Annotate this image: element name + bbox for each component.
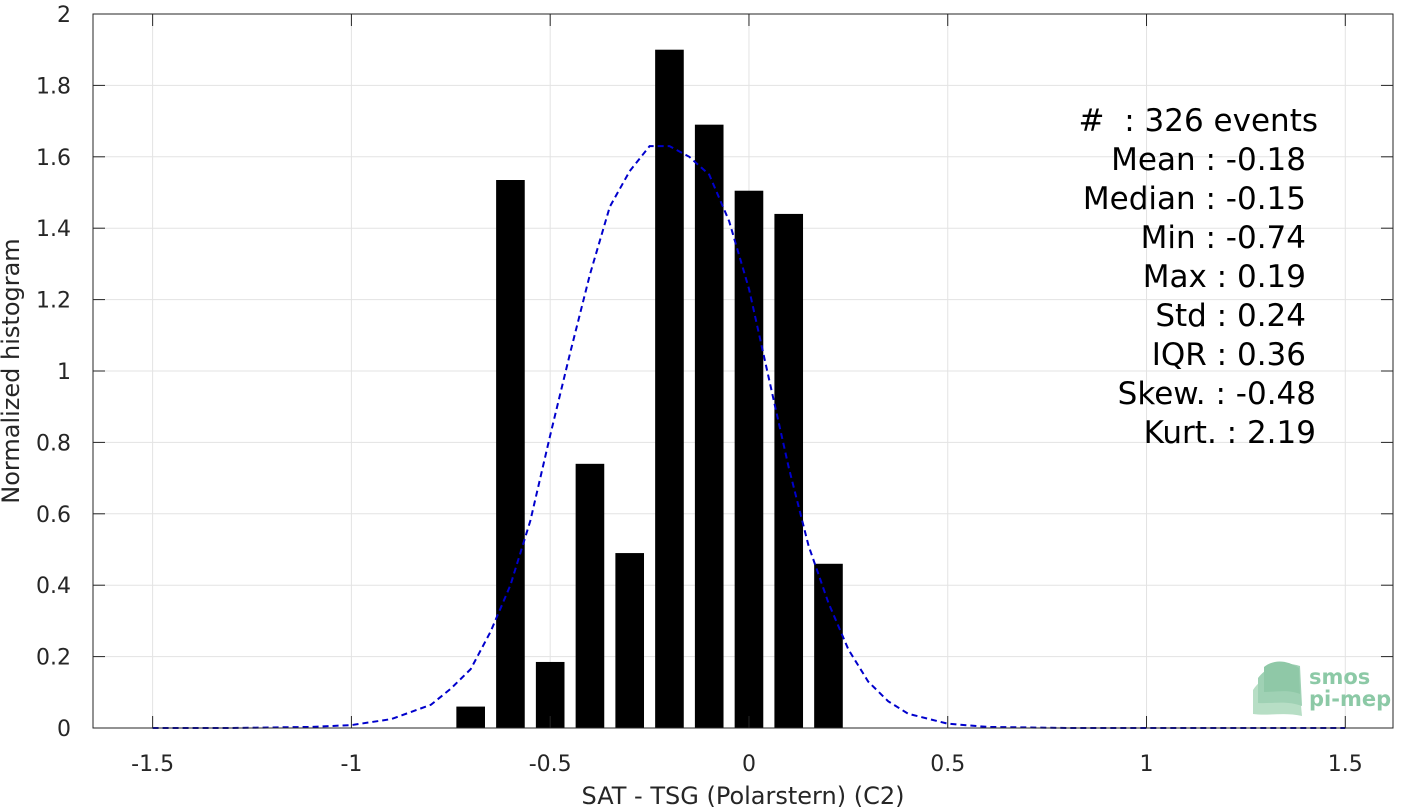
histogram-bar <box>774 213 804 729</box>
smos-pi-mep-logo: smos pi-mep <box>1253 661 1391 716</box>
histogram-bar <box>814 563 843 728</box>
fit-curve-layer <box>152 145 1346 729</box>
x-tick-label: 1.5 <box>1328 752 1363 777</box>
y-tick-label: 2 <box>57 3 71 28</box>
histogram-bar <box>734 190 764 729</box>
stat-kurt: Kurt. : 2.19 <box>1144 415 1316 451</box>
y-tick-label: 1.6 <box>36 146 71 171</box>
logo-text-pimep: pi-mep <box>1309 687 1391 711</box>
y-tick-label: 0.8 <box>36 431 71 456</box>
y-tick-label: 0 <box>57 717 71 742</box>
histogram-bar <box>694 124 724 729</box>
histogram-bar <box>575 463 605 728</box>
logo-text-smos: smos <box>1309 665 1370 689</box>
x-axis-label: SAT - TSG (Polarstern) (C2) <box>582 782 905 809</box>
y-tick-label: 1.2 <box>36 289 71 314</box>
x-tick-label: 1 <box>1140 752 1154 777</box>
y-tick-label: 0.4 <box>36 574 71 599</box>
y-tick-label: 0.2 <box>36 646 71 671</box>
stats-annotation: # : 326 events Mean : -0.18 Median : -0.… <box>1079 103 1318 451</box>
stat-std: Std : 0.24 <box>1155 298 1306 334</box>
stat-max: Max : 0.19 <box>1143 259 1306 295</box>
histogram-bar <box>496 180 525 728</box>
stat-median: Median : -0.15 <box>1083 181 1306 217</box>
stat-events: # : 326 events <box>1079 103 1318 139</box>
histogram-bar <box>456 706 485 728</box>
gaussian-fit-line <box>152 145 1346 729</box>
stat-skew: Skew. : -0.48 <box>1118 376 1316 412</box>
bars-layer <box>456 49 843 729</box>
tick-labels: -1.5 -1 -0.5 0 0.5 1 1.5 0 0.2 0.4 0.6 0.8 1 1.2 1.4 1.… <box>36 3 1363 777</box>
y-axis-label: Normalized histogram <box>0 238 25 503</box>
axes-layer <box>92 13 1394 729</box>
y-tick-label: 1.8 <box>36 74 71 99</box>
histogram-bar <box>615 553 645 728</box>
stat-iqr: IQR : 0.36 <box>1152 337 1306 373</box>
x-tick-label: 0.5 <box>930 752 965 777</box>
stat-mean: Mean : -0.18 <box>1111 142 1306 178</box>
logo-wave-icon <box>1253 661 1302 716</box>
x-tick-label: 0 <box>742 752 756 777</box>
stat-min: Min : -0.74 <box>1141 220 1306 256</box>
x-tick-label: -0.5 <box>529 752 572 777</box>
x-tick-label: -1 <box>340 752 362 777</box>
y-tick-label: 1.4 <box>36 217 71 242</box>
y-tick-label: 1 <box>57 360 71 385</box>
x-tick-label: -1.5 <box>131 752 174 777</box>
histogram-bar <box>655 49 684 728</box>
y-tick-label: 0.6 <box>36 503 71 528</box>
